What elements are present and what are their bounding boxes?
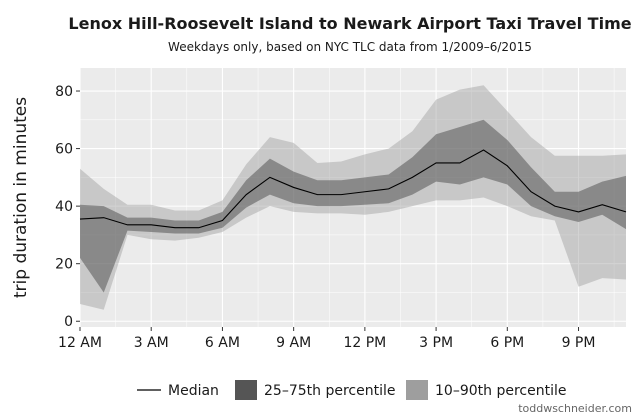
chart-subtitle: Weekdays only, based on NYC TLC data fro… (168, 40, 532, 54)
legend-key-25-75 (235, 380, 257, 400)
y-tick-label: 40 (55, 199, 73, 215)
chart-title: Lenox Hill-Roosevelt Island to Newark Ai… (68, 14, 632, 33)
x-tick-label: 9 AM (276, 335, 311, 351)
y-tick-label: 0 (64, 314, 73, 330)
legend-label-10-90: 10–90th percentile (435, 383, 566, 399)
x-tick-label: 12 AM (58, 335, 102, 351)
median-line (79, 149, 627, 229)
legend-item-25-75: 25–75th percentile (235, 380, 395, 400)
legend-label-median: Median (168, 383, 219, 399)
credit-text: toddwschneider.com (518, 402, 632, 415)
band-25-75 (80, 119, 626, 293)
y-tick-label: 20 (55, 257, 73, 273)
y-tick-label: 80 (55, 84, 73, 100)
x-tick-label: 6 AM (205, 335, 240, 351)
legend-label-25-75: 25–75th percentile (264, 383, 395, 399)
legend-item-median: Median (137, 383, 219, 399)
x-tick-label: 3 AM (134, 335, 169, 351)
x-tick-label: 9 PM (562, 335, 596, 351)
y-axis-label: trip duration in minutes (11, 97, 31, 298)
legend-key-10-90 (406, 380, 428, 400)
x-tick-label: 6 PM (490, 335, 524, 351)
x-tick-label: 12 PM (343, 335, 386, 351)
legend-item-10-90: 10–90th percentile (406, 380, 566, 400)
x-tick-label: 3 PM (419, 335, 453, 351)
y-tick-label: 60 (55, 142, 73, 158)
